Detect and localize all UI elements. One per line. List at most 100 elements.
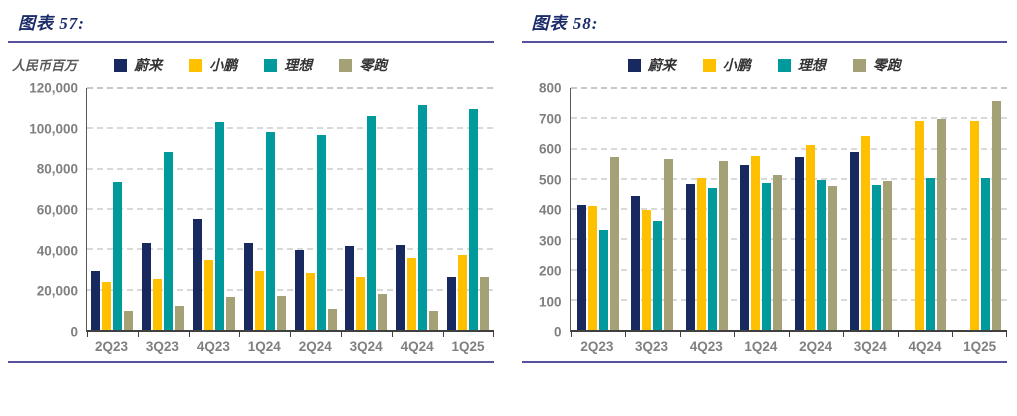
y-axis-label: 400 <box>538 202 562 218</box>
x-axis-tick <box>137 332 139 337</box>
gridline <box>570 147 1007 150</box>
legend-swatch-icon <box>114 58 128 72</box>
bar-groups <box>87 88 494 330</box>
x-axis-label: 2Q24 <box>298 339 332 354</box>
y-axis-label: 800 <box>538 80 562 96</box>
bar-蔚来-3Q23 <box>142 242 152 330</box>
bar-groups <box>571 88 1008 330</box>
bar-group-3Q23 <box>138 88 189 330</box>
legend-swatch-icon <box>264 58 278 72</box>
legend-swatch-icon <box>702 58 716 72</box>
bar-蔚来-2Q23 <box>576 205 586 330</box>
figure-58-header: 蔚来 小鹏 理想 零跑 <box>522 52 1008 78</box>
legend-label: 蔚来 <box>647 59 676 74</box>
bar-理想-3Q24 <box>367 116 377 330</box>
legend-item-3: 零跑 <box>852 55 901 75</box>
y-axis-label: 20,000 <box>36 283 78 299</box>
x-axis-tick <box>239 332 241 337</box>
bar-理想-1Q25 <box>469 109 479 330</box>
bar-小鹏-2Q23 <box>587 205 597 330</box>
x-axis-tick <box>788 332 790 337</box>
gridline <box>570 238 1007 241</box>
x-axis-label: 2Q23 <box>580 339 614 354</box>
x-axis-label: 3Q24 <box>853 339 887 354</box>
figure-58-plot-row: 0 100 200 300 400 500 600 700 800 <box>522 81 1008 340</box>
bar-group-3Q24 <box>341 88 392 330</box>
gridline <box>87 208 494 210</box>
legend-swatch-icon <box>189 58 203 72</box>
bar-小鹏-1Q24 <box>751 156 761 330</box>
figure-58-block: 图表 58: 蔚来 小鹏 理想 零跑 0 100 200 300 400 500 600 700 80… <box>521 6 1008 363</box>
bar-零跑-3Q23 <box>175 306 185 330</box>
figure-57-title-rule <box>8 41 494 43</box>
bar-理想-1Q24 <box>265 132 275 330</box>
figure-58-title-rule <box>521 41 1007 43</box>
x-axis-tick <box>1006 332 1007 337</box>
bar-零跑-1Q25 <box>991 100 1001 330</box>
bar-蔚来-3Q24 <box>849 151 859 330</box>
bar-group-1Q25 <box>952 88 1007 330</box>
bar-group-4Q24 <box>898 88 953 330</box>
bar-零跑-4Q23 <box>226 296 236 330</box>
bar-group-4Q24 <box>392 88 443 330</box>
bar-理想-4Q23 <box>707 187 717 330</box>
bar-小鹏-4Q24 <box>915 120 925 330</box>
legend-swatch-icon <box>852 58 866 72</box>
legend-item-0: 蔚来 <box>114 55 162 75</box>
figure-57-plot-area <box>86 87 494 337</box>
legend-item-0: 蔚来 <box>627 55 676 75</box>
legend-label: 理想 <box>797 59 826 74</box>
bar-小鹏-3Q24 <box>356 276 366 330</box>
bar-零跑-4Q24 <box>937 118 947 330</box>
x-axis-label: 1Q25 <box>451 339 485 354</box>
x-axis-tick <box>952 332 954 337</box>
bar-理想-1Q24 <box>762 183 772 330</box>
bar-小鹏-2Q23 <box>102 282 112 330</box>
bar-小鹏-1Q24 <box>254 270 264 330</box>
bar-零跑-3Q24 <box>882 180 892 330</box>
bar-理想-2Q23 <box>113 181 123 330</box>
bar-蔚来-4Q24 <box>396 244 406 330</box>
figure-57-bottom-rule <box>8 361 494 363</box>
gridline <box>87 288 494 291</box>
bar-group-4Q23 <box>189 88 240 330</box>
bar-小鹏-2Q24 <box>305 273 315 330</box>
gridline <box>87 248 494 251</box>
legend-item-3: 零跑 <box>339 55 387 75</box>
bar-零跑-1Q24 <box>773 175 783 330</box>
figure-58-y-axis: 0 100 200 300 400 500 600 700 800 <box>522 81 570 340</box>
bar-蔚来-3Q24 <box>345 246 355 330</box>
figure-57-plot-row: 0 20,000 40,000 60,000 80,000 100,000 120,000 <box>8 81 494 340</box>
y-axis-label: 40,000 <box>36 243 78 259</box>
x-axis-label: 2Q24 <box>799 339 833 354</box>
bar-理想-3Q23 <box>164 151 174 330</box>
bar-蔚来-2Q24 <box>795 156 805 330</box>
y-axis-label: 0 <box>70 324 78 340</box>
bar-理想-2Q24 <box>817 179 827 330</box>
bar-group-1Q25 <box>443 88 494 330</box>
x-axis-tick <box>391 332 393 337</box>
legend-label: 蔚来 <box>134 59 163 74</box>
bar-理想-4Q24 <box>418 105 428 330</box>
bar-理想-3Q24 <box>871 184 881 330</box>
x-axis-label: 3Q23 <box>145 339 179 354</box>
figure-58-title: 图表 58: <box>531 14 599 33</box>
legend-label: 零跑 <box>872 59 901 74</box>
bar-group-1Q24 <box>239 88 290 330</box>
y-axis-label: 200 <box>538 263 562 279</box>
y-axis-label: 700 <box>538 111 562 126</box>
bar-group-3Q24 <box>843 88 898 330</box>
bar-蔚来-4Q23 <box>685 183 695 330</box>
bar-零跑-2Q23 <box>609 157 619 330</box>
legend-swatch-icon <box>627 58 641 72</box>
bar-group-1Q24 <box>734 88 789 330</box>
legend-swatch-icon <box>777 58 791 72</box>
bar-零跑-3Q23 <box>664 158 674 330</box>
legend-item-2: 理想 <box>777 55 826 75</box>
y-axis-label: 100,000 <box>29 121 78 137</box>
y-axis-unit-label: 人民币百万 <box>12 58 78 73</box>
bar-蔚来-1Q24 <box>243 243 253 330</box>
legend-label: 理想 <box>284 59 313 74</box>
figure-57-header: 人民币百万 蔚来 小鹏 理想 零跑 <box>8 52 494 78</box>
x-axis-label: 3Q24 <box>349 339 383 354</box>
